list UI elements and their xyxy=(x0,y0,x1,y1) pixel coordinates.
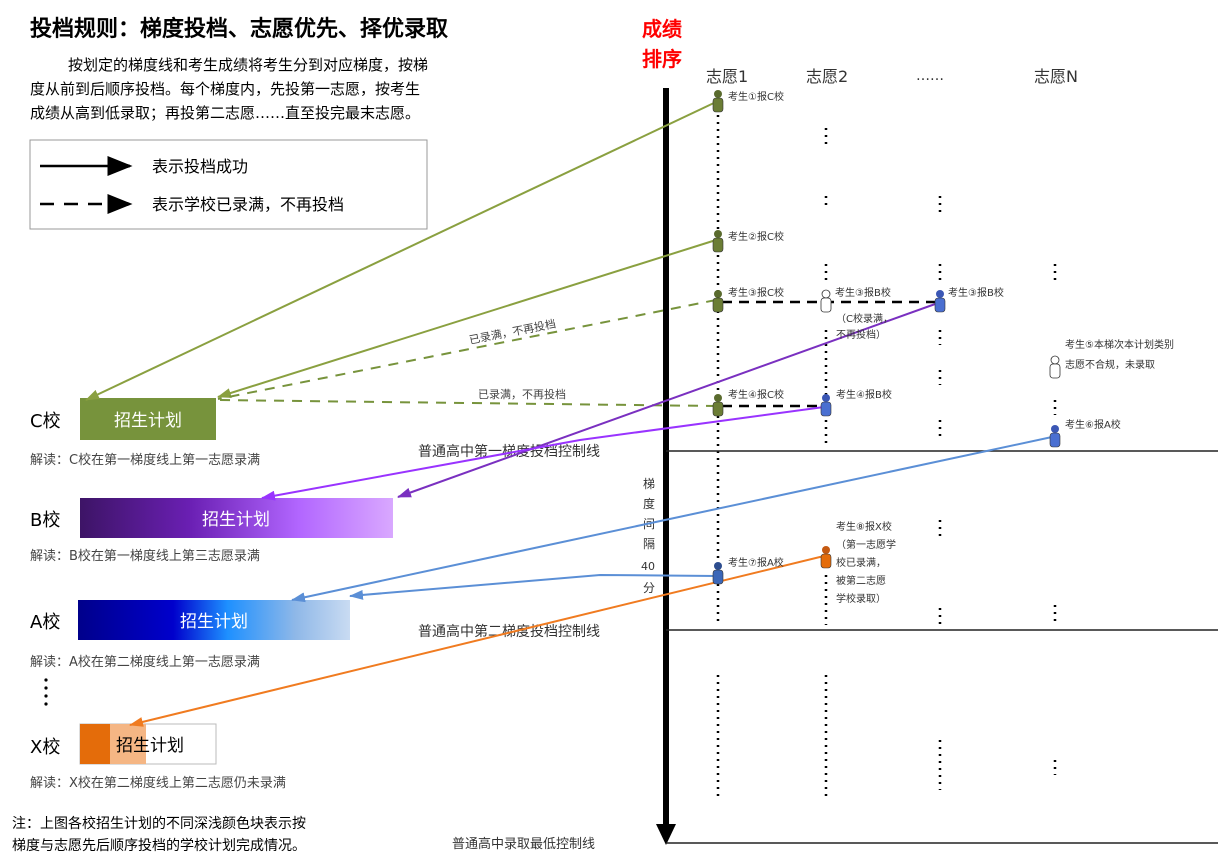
student-7-figure xyxy=(712,562,724,585)
s1-label: 考生①报C校 xyxy=(728,90,784,103)
s8-note-4: 学校录取） xyxy=(836,592,886,605)
school-x-name: X校 xyxy=(30,737,60,758)
legend-dashed-label: 表示学校已录满，不再投档 xyxy=(152,195,344,214)
svg-text:40: 40 xyxy=(641,560,655,573)
school-a-note: 解读：A校在第二梯度线上第一志愿录满 xyxy=(30,654,260,670)
s5-label-1: 考生⑤本梯次本计划类别 xyxy=(1065,338,1174,351)
score-axis-arrowhead xyxy=(656,824,676,845)
s3-note-1: （C校录满， xyxy=(836,312,893,325)
svg-text:分: 分 xyxy=(643,581,655,595)
arrow-s3-to-b xyxy=(397,302,939,498)
s3b-label: 考生③报B校 xyxy=(835,286,891,299)
school-x-plan-label: 招生计划 xyxy=(116,736,184,756)
student-labels: 考生①报C校 考生②报C校 考生③报C校 考生③报B校 考生③报B校 （C校录满… xyxy=(728,90,1174,605)
school-c-name: C校 xyxy=(30,411,61,432)
s3c-label: 考生③报B校 xyxy=(948,286,1004,299)
arrow-s4-to-b xyxy=(261,406,825,501)
schools-ellipsis xyxy=(44,678,48,706)
svg-text:隔: 隔 xyxy=(643,537,655,551)
line-tier-1-label: 普通高中第一梯度投档控制线 xyxy=(418,443,600,460)
axis-title-1: 成绩 xyxy=(642,17,682,41)
arrow-s3-dashed xyxy=(217,299,717,400)
arrow-s1-to-c xyxy=(85,101,717,401)
legend-solid-label: 表示投档成功 xyxy=(152,157,248,176)
svg-text:梯: 梯 xyxy=(643,477,655,491)
school-b-name: B校 xyxy=(30,510,60,531)
s3-note-2: 不再投档） xyxy=(836,328,886,341)
school-c-plan-bar xyxy=(80,398,216,440)
school-b-note: 解读：B校在第一梯度线上第三志愿录满 xyxy=(30,548,260,564)
s8-label: 考生⑧报X校 xyxy=(836,520,892,533)
title: 投档规则：梯度投档、志愿优先、择优录取 xyxy=(30,16,448,42)
student-6-figure xyxy=(1049,425,1061,448)
s8-note-3: 被第二志愿 xyxy=(836,574,886,587)
col-header-1: 志愿1 xyxy=(706,67,748,86)
student-3-figure xyxy=(712,290,724,313)
student-5-figure xyxy=(1049,355,1061,379)
column-guides xyxy=(716,108,1057,800)
intro-line-3: 成绩从高到低录取；再投第二志愿……直至投完最末志愿。 xyxy=(30,104,420,122)
school-c-plan-label: 招生计划 xyxy=(114,411,182,431)
student-4b-figure xyxy=(820,394,832,417)
school-b-plan-bar xyxy=(80,498,393,538)
arrow-s2-to-c xyxy=(217,239,717,398)
s4b-label: 考生④报B校 xyxy=(836,388,892,401)
s8-note-1: （第一志愿学 xyxy=(836,538,896,551)
student-2-figure xyxy=(712,230,724,253)
s7-label: 考生⑦报A校 xyxy=(728,556,784,569)
school-a-name: A校 xyxy=(30,612,60,633)
col-header-ellipsis: …… xyxy=(916,68,944,84)
school-a-plan-label: 招生计划 xyxy=(180,612,248,632)
school-c-note: 解读：C校在第一梯度线上第一志愿录满 xyxy=(30,452,260,468)
footnote-2: 梯度与志愿先后顺序投档的学校计划完成情况。 xyxy=(12,837,306,854)
s2-label: 考生②报C校 xyxy=(728,230,784,243)
school-a-plan-bar xyxy=(78,600,350,640)
arrow-s4-dashed xyxy=(217,399,717,407)
arrow-s7-to-a xyxy=(349,573,717,600)
school-x-note: 解读：X校在第二梯度线上第二志愿仍未录满 xyxy=(30,775,286,791)
student-3c-figure xyxy=(934,290,946,313)
student-8-figure xyxy=(820,546,832,569)
arrow-s6-to-a xyxy=(291,436,1053,603)
legend: 表示投档成功 表示学校已录满，不再投档 xyxy=(29,139,428,230)
student-3b-figure xyxy=(820,289,832,313)
s6-label: 考生⑥报A校 xyxy=(1065,418,1121,431)
svg-text:度: 度 xyxy=(643,496,655,511)
col-header-2: 志愿2 xyxy=(806,67,848,86)
s3-label: 考生③报C校 xyxy=(728,286,784,299)
footnote-1: 注：上图各校招生计划的不同深浅颜色块表示按 xyxy=(12,815,306,832)
line-min-label: 普通高中录取最低控制线 xyxy=(452,836,595,852)
arrow-s8-to-x xyxy=(129,555,825,727)
school-b-plan-label: 招生计划 xyxy=(202,510,270,530)
s5-label-2: 志愿不合规，未录取 xyxy=(1065,358,1155,371)
line-tier-2-label: 普通高中第二梯度投档控制线 xyxy=(418,623,600,640)
student-1-figure xyxy=(712,90,724,113)
gap-label: 梯 度 间 隔 40 分 xyxy=(641,477,655,595)
student-4-figure xyxy=(712,394,724,417)
intro-line-1: 按划定的梯度线和考生成绩将考生分到对应梯度，按梯 xyxy=(68,56,428,74)
dash-label-1: 已录满，不再投档 xyxy=(468,316,557,347)
dash-label-2: 已录满，不再投档 xyxy=(478,387,566,401)
col-header-n: 志愿N xyxy=(1034,67,1078,86)
axis-title-2: 排序 xyxy=(642,47,682,71)
s8-note-2: 校已录满， xyxy=(836,556,886,569)
intro-line-2: 度从前到后顺序投档。每个梯度内，先投第一志愿，按考生 xyxy=(30,80,420,98)
student-figures xyxy=(712,90,1061,585)
s4-label: 考生④报C校 xyxy=(728,388,784,401)
